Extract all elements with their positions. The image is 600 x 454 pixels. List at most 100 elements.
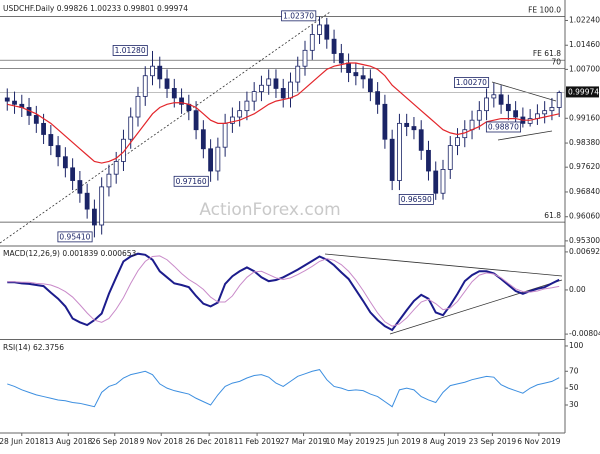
candle-body [113,161,119,175]
candle-body [280,88,286,99]
x-tick-label: 10 May 2019 [326,437,375,446]
annotation-box [57,231,93,243]
candle-body [549,107,555,112]
x-tick-label: 23 Sep 2019 [469,437,517,446]
candle-body [193,110,199,131]
candle-body [331,38,337,54]
candle-body [295,65,301,83]
panel-title: RSI(14) 62.3756 [3,343,64,352]
candle-body [324,24,330,40]
panel-title: USDCHF.Daily 0.99826 1.00233 0.99801 0.9… [3,4,188,13]
y-tick-label: 50 [569,383,579,392]
annotation-box [485,121,522,133]
candle-body [142,75,148,97]
candle-body [70,167,76,181]
y-tick-label: 0.00 [569,285,586,294]
macd-trend-line [324,253,563,277]
candle-body [418,129,424,151]
y-tick-label: 0.96060 [569,212,600,221]
candle-body [164,78,170,89]
level-label: 70 [551,57,561,66]
x-tick-label: 11 Feb 2019 [234,437,281,446]
y-tick-label: 0.006927 [569,247,600,256]
x-tick-label: 26 Sep 2018 [91,437,139,446]
panel-title: MACD(12,26,9) 0.001839 0.000653 [3,249,137,258]
candle-body [411,126,417,131]
y-tick-label: 0.99160 [569,113,600,122]
level-label: 61.8 [544,211,561,220]
annotation-box [112,45,148,56]
annotation-box [173,175,209,187]
candle-body [484,97,489,112]
candle-body [266,78,272,86]
candle-body [433,170,439,194]
candle-body [360,75,366,80]
candle-body [469,119,475,131]
candle-body [404,122,410,127]
candle-body [215,146,221,172]
candle-body [317,24,322,35]
candle-body [288,81,293,99]
candle-body [244,100,250,112]
signal-line [7,255,560,327]
annotation-box [398,194,434,205]
watermark: ActionForex.com [199,200,340,220]
candle-body [150,65,155,77]
x-tick-label: 13 Aug 2018 [44,437,92,446]
y-tick-label: 0.97620 [569,162,600,171]
level-label: FE 100.0 [528,6,561,15]
candle-body [382,103,388,140]
trend-line [0,11,331,244]
candle-body [121,138,126,162]
x-tick-label: 27 Mar 2019 [280,437,328,446]
candle-body [200,129,206,150]
price-annotation: 0.97160 [176,177,207,186]
candle-body [92,208,97,226]
candle-body [389,138,395,181]
candle-body [542,110,548,115]
candle-body [41,122,46,135]
last-price-tag [566,86,599,98]
x-tick-label: 25 Jun 2019 [375,437,420,446]
candle-body [12,100,17,105]
candle-body [135,95,141,118]
candle-body [171,88,177,99]
candle-body [55,145,61,158]
annotation-box [281,10,317,22]
price-annotation: 0.98870 [488,122,519,131]
candle-body [455,137,460,146]
last-price-label: 0.99974 [568,87,599,96]
candle-body [259,84,264,93]
candle-body [338,53,344,64]
channel-line [491,81,557,102]
indicator-line [7,252,560,332]
candle-body [309,34,315,51]
candle-body [527,118,533,124]
macd-trend-line [389,279,563,335]
y-tick-label: 0.95300 [569,236,600,245]
y-tick-label: 30 [569,400,579,409]
price-annotation: 0.95410 [59,232,90,241]
y-tick-label: 1.01460 [569,40,600,49]
candle-body [273,78,279,89]
y-tick-label: 1.02240 [569,15,600,24]
candle-body [505,103,511,112]
candle-body [251,91,257,102]
candle-body [476,110,482,121]
channel-line [497,130,553,141]
candle-body [128,116,134,140]
price-annotation: 1.00270 [456,78,487,87]
x-tick-label: 28 Jun 2018 [0,437,45,446]
y-tick-label: 1.00700 [569,64,600,73]
candle-body [84,192,90,210]
candle-body [346,62,351,73]
price-annotation: 1.02370 [283,11,314,20]
candle-body [33,115,39,124]
candle-body [77,180,83,194]
candle-body [367,78,373,93]
candle-body [179,97,184,105]
candle-body [353,72,359,77]
x-tick-label: 8 Aug 2019 [423,437,466,446]
